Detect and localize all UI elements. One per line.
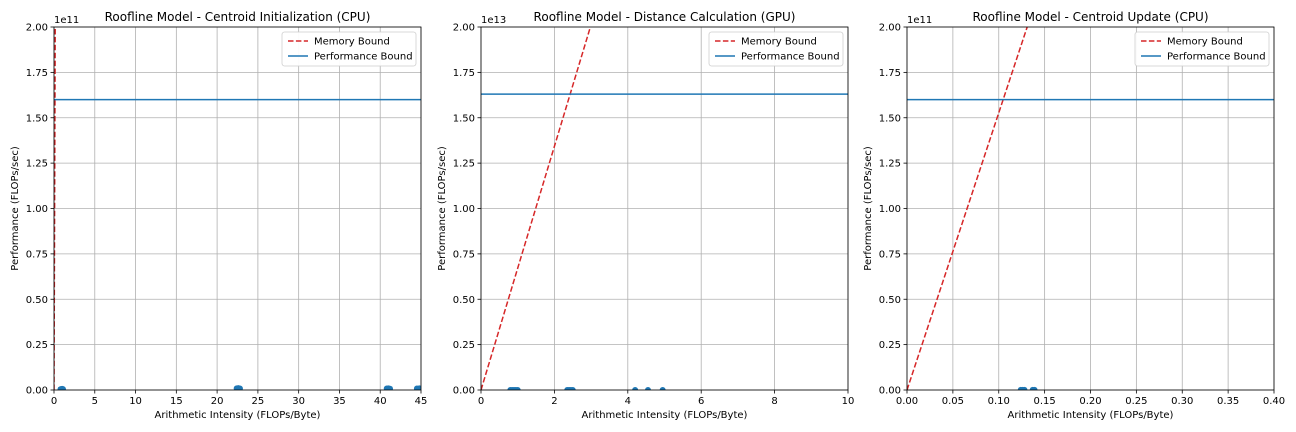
y-tick-label: 0.00 <box>879 386 901 397</box>
x-tick-label: 35 <box>333 396 346 407</box>
legend-box <box>708 31 844 67</box>
y-tick-label: 1.00 <box>26 204 48 215</box>
y-tick-label: 1.25 <box>26 159 48 170</box>
chart-title: Roofline Model - Distance Calculation (G… <box>534 10 796 24</box>
y-tick-label: 0.50 <box>879 295 901 306</box>
axis-frame <box>53 26 422 391</box>
x-tick-label: 0.15 <box>1033 396 1055 407</box>
data-point <box>659 387 666 390</box>
axis-offset-label: 1e11 <box>907 15 932 26</box>
y-tick-label: 2.00 <box>453 23 475 34</box>
x-tick-label: 15 <box>170 396 183 407</box>
x-tick-label: 45 <box>415 396 428 407</box>
x-tick-label: 30 <box>292 396 305 407</box>
y-tick-label: 0.50 <box>26 295 48 306</box>
x-tick-label: 2 <box>551 396 557 407</box>
legend: Memory Bound Performance Bound <box>1134 31 1270 67</box>
y-tick-label: 0.00 <box>26 386 48 397</box>
y-tick-label: 2.00 <box>26 23 48 34</box>
y-axis-label: Performance (FLOPs/sec) <box>437 146 448 271</box>
data-point <box>632 387 639 390</box>
y-tick-label: 0.75 <box>879 249 901 260</box>
x-tick-label: 25 <box>252 396 265 407</box>
axis-frame <box>480 26 849 391</box>
y-tick-label: 1.75 <box>453 68 475 79</box>
x-tick-label: 40 <box>374 396 387 407</box>
y-axis-label: Performance (FLOPs/sec) <box>863 146 874 271</box>
x-tick-label: 10 <box>842 396 855 407</box>
x-tick-label: 10 <box>129 396 142 407</box>
y-tick-label: 1.25 <box>453 159 475 170</box>
data-point <box>1021 386 1028 390</box>
axis-offset-label: 1e13 <box>481 15 506 26</box>
x-tick-label: 20 <box>211 396 224 407</box>
legend-box <box>1134 31 1270 67</box>
data-point <box>59 386 66 390</box>
y-axis-label: Performance (FLOPs/sec) <box>10 146 21 271</box>
axis-offset-label: 1e11 <box>54 15 79 26</box>
x-axis-label: Arithmetic Intensity (FLOPs/Byte) <box>1008 410 1174 421</box>
y-tick-label: 1.50 <box>26 113 48 124</box>
x-tick-label: 0.05 <box>942 396 964 407</box>
y-tick-label: 1.50 <box>453 113 475 124</box>
chart-panel-2: 0 2 4 6 8 10 0.00 0.25 0.50 0.75 1.00 1.25 1.50 1.75 2… <box>437 10 854 421</box>
data-point <box>416 385 421 390</box>
x-tick-label: 4 <box>625 396 631 407</box>
legend: Memory Bound Performance Bound <box>708 31 844 67</box>
y-tick-label: 0.25 <box>879 340 901 351</box>
legend-label: Memory Bound <box>1167 37 1243 48</box>
y-tick-label: 1.75 <box>879 68 901 79</box>
y-tick-label: 0.25 <box>26 340 48 351</box>
axis-frame <box>906 26 1275 391</box>
plot-area <box>907 27 1274 390</box>
x-tick-label: 0.00 <box>896 396 918 407</box>
x-axis-label: Arithmetic Intensity (FLOPs/Byte) <box>582 410 748 421</box>
data-point <box>569 387 576 390</box>
legend: Memory Bound Performance Bound <box>281 31 417 67</box>
y-tick-label: 1.00 <box>453 204 475 215</box>
y-tick-label: 1.75 <box>26 68 48 79</box>
data-point <box>514 387 521 390</box>
memory-bound-line <box>907 27 1028 390</box>
x-tick-label: 0.30 <box>1171 396 1193 407</box>
x-tick-label: 0.20 <box>1079 396 1101 407</box>
y-tick-label: 0.00 <box>453 386 475 397</box>
x-tick-label: 0.25 <box>1125 396 1147 407</box>
y-tick-label: 1.00 <box>879 204 901 215</box>
y-tick-label: 0.25 <box>453 340 475 351</box>
x-tick-label: 6 <box>698 396 704 407</box>
legend-label: Performance Bound <box>741 52 840 63</box>
legend-label: Memory Bound <box>314 37 390 48</box>
y-tick-label: 1.25 <box>879 159 901 170</box>
chart-title: Roofline Model - Centroid Update (CPU) <box>972 10 1208 24</box>
y-tick-label: 2.00 <box>879 23 901 34</box>
chart-title: Roofline Model - Centroid Initialization… <box>105 10 371 24</box>
plot-area <box>481 27 848 390</box>
legend-label: Performance Bound <box>1167 52 1266 63</box>
data-point <box>387 385 394 390</box>
x-axis-label: Arithmetic Intensity (FLOPs/Byte) <box>155 410 321 421</box>
legend-box <box>281 31 417 67</box>
legend-label: Memory Bound <box>741 37 817 48</box>
legend-label: Performance Bound <box>314 52 413 63</box>
y-tick-label: 0.75 <box>26 249 48 260</box>
y-tick-label: 0.50 <box>453 295 475 306</box>
x-tick-label: 0.40 <box>1263 396 1285 407</box>
x-tick-label: 5 <box>92 396 98 407</box>
y-tick-label: 0.75 <box>453 249 475 260</box>
x-tick-label: 0.35 <box>1217 396 1239 407</box>
y-tick-label: 1.50 <box>879 113 901 124</box>
data-point <box>1031 386 1038 390</box>
chart-panel-3: 0.00 0.05 0.10 0.15 0.20 0.25 0.30 0.35 0.40 0.00… <box>863 10 1285 421</box>
data-point <box>644 387 651 390</box>
x-tick-label: 8 <box>771 396 777 407</box>
x-tick-label: 0 <box>51 396 57 407</box>
chart-panel-1: 0 5 10 15 20 25 30 35 40 45 0.00 0.25 0.50 0.75 1.00 1.… <box>10 10 427 421</box>
data-point <box>236 385 243 390</box>
x-tick-label: 0 <box>478 396 484 407</box>
x-tick-label: 0.10 <box>988 396 1010 407</box>
